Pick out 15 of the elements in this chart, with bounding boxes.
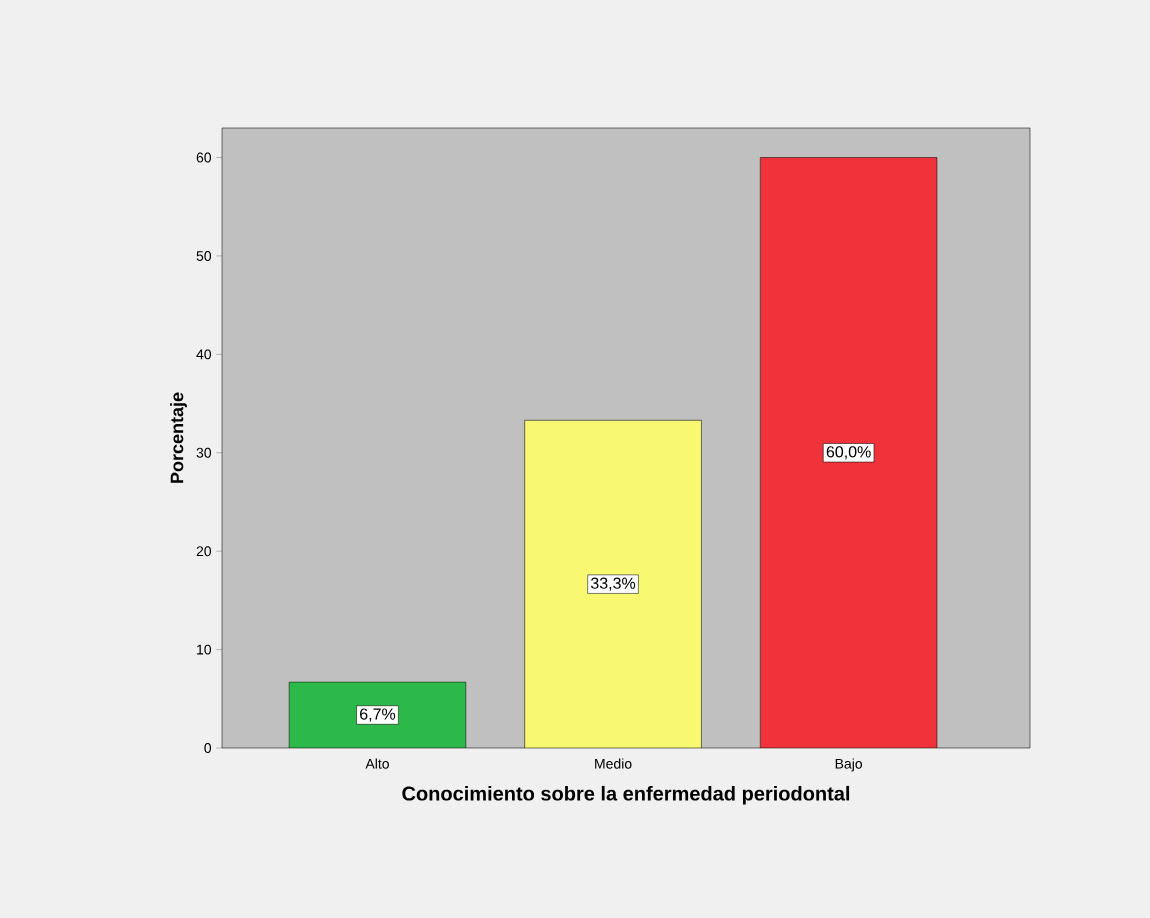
x-axis-title: Conocimiento sobre la enfermedad periodontal — [402, 785, 850, 805]
y-tick-label: 0 — [204, 743, 212, 753]
y-tick-label: 20 — [196, 546, 212, 557]
data-label: 33,3% — [590, 577, 636, 591]
x-tick-label: Medio — [595, 758, 632, 769]
y-tick-label: 50 — [196, 250, 212, 261]
x-tick-label: Alto — [365, 758, 389, 769]
data-label: 60,0% — [826, 446, 871, 460]
y-tick-label: 60 — [196, 152, 212, 163]
y-axis-title: Porcentaje — [170, 392, 187, 483]
y-tick-label: 40 — [196, 349, 212, 360]
data-label: 6,7% — [360, 708, 396, 722]
y-tick-label: 30 — [196, 447, 212, 458]
x-tick-label: Bajo — [835, 758, 863, 772]
y-tick-label: 10 — [197, 644, 212, 655]
